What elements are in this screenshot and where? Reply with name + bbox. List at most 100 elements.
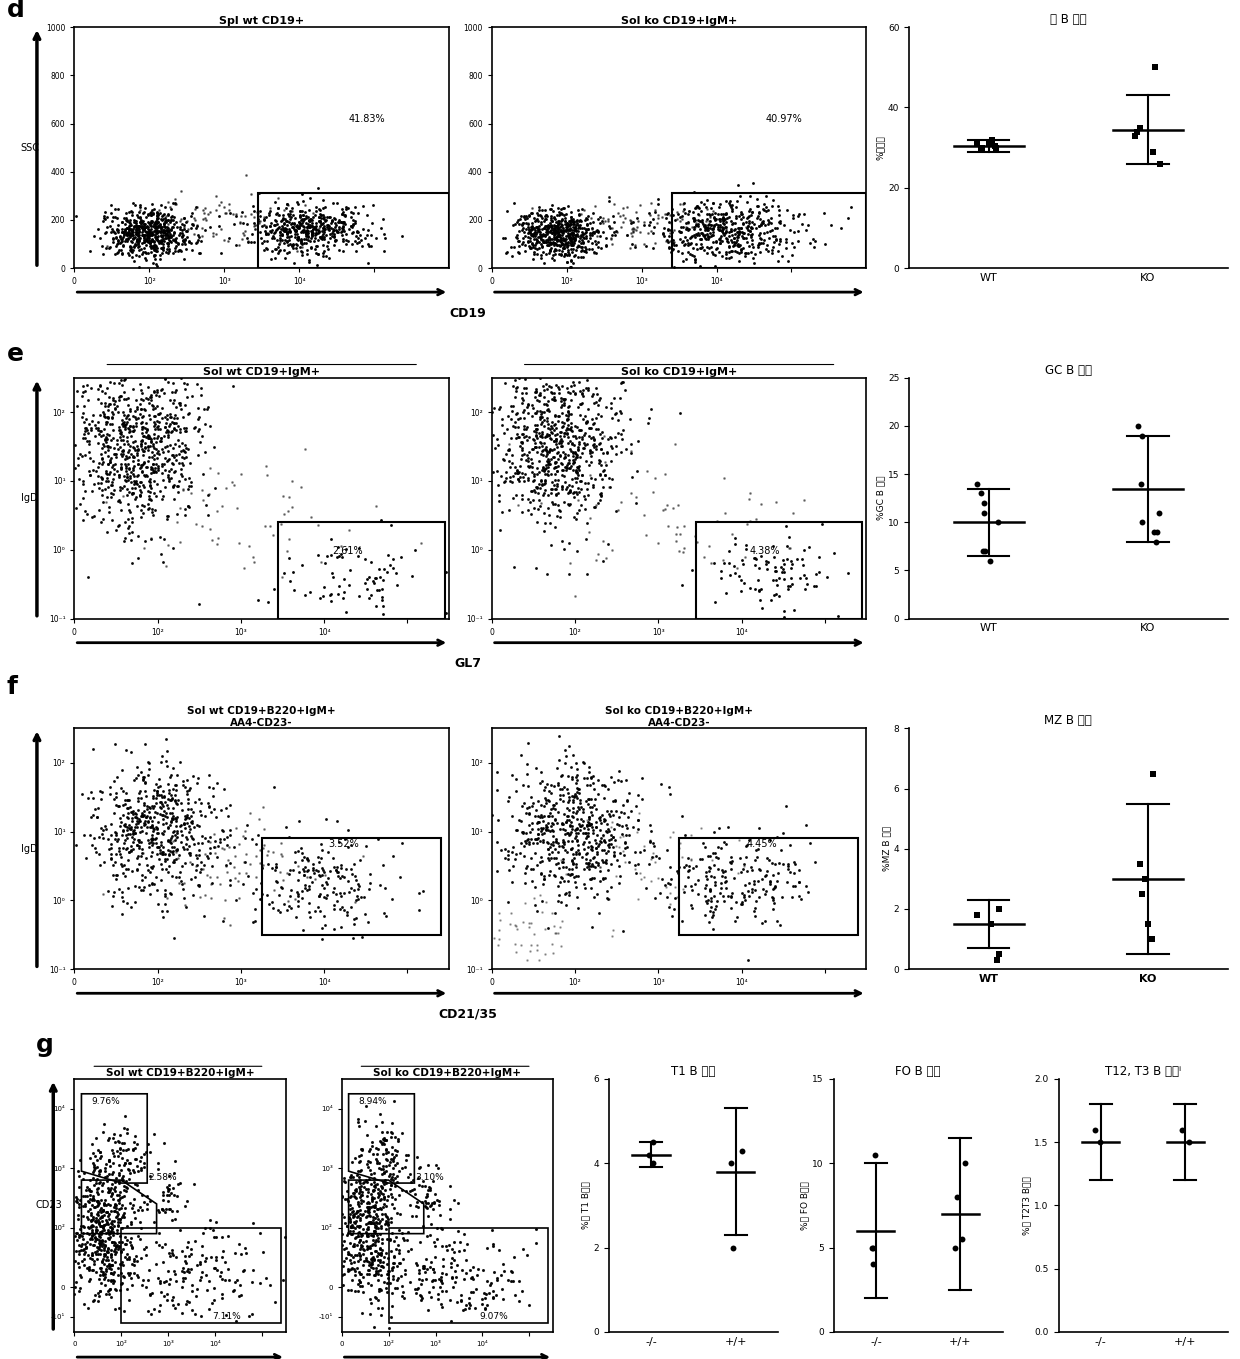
Point <box>512 462 532 484</box>
Point <box>253 215 273 236</box>
Point <box>345 1180 365 1201</box>
Point <box>667 860 687 882</box>
Point <box>1148 501 1168 523</box>
Point <box>351 230 371 251</box>
Point <box>558 414 578 436</box>
Point <box>578 788 598 810</box>
Point <box>368 1290 388 1311</box>
Point <box>159 424 179 446</box>
Point <box>138 224 157 246</box>
Point <box>381 1182 401 1204</box>
Point <box>512 488 532 510</box>
Point <box>549 724 569 746</box>
Point <box>572 465 591 487</box>
Text: 3.10%: 3.10% <box>415 1173 444 1182</box>
Point <box>100 1279 120 1301</box>
Point <box>578 379 598 401</box>
Point <box>141 230 161 251</box>
Point <box>611 824 631 845</box>
Point <box>496 847 516 868</box>
Point <box>135 772 155 794</box>
Point <box>248 202 268 224</box>
Point <box>402 1171 422 1193</box>
Point <box>482 805 502 826</box>
Point <box>443 1267 463 1288</box>
Point <box>574 858 594 879</box>
Point <box>562 768 582 790</box>
Point <box>203 1288 223 1310</box>
Point <box>120 235 140 257</box>
Point <box>609 855 629 877</box>
Point <box>749 194 769 216</box>
Point <box>560 227 580 249</box>
Point <box>377 1161 397 1182</box>
Point <box>301 507 321 529</box>
Point <box>109 419 129 440</box>
Point <box>436 561 456 583</box>
Point <box>166 794 186 815</box>
Point <box>301 222 321 243</box>
Point <box>157 232 177 254</box>
Point <box>563 790 583 811</box>
Point <box>549 211 569 232</box>
Point <box>559 245 579 266</box>
Point <box>560 212 580 234</box>
Point <box>1173 1118 1193 1140</box>
Point <box>162 412 182 434</box>
Point <box>149 385 169 406</box>
Point <box>139 758 159 780</box>
Point <box>244 231 264 253</box>
Point <box>122 425 141 447</box>
Point <box>123 837 143 859</box>
Point <box>360 1211 379 1233</box>
Point <box>119 458 139 480</box>
Point <box>507 212 527 234</box>
Point <box>428 1229 448 1250</box>
Point <box>165 446 185 467</box>
Point <box>564 506 584 527</box>
Point <box>376 1214 396 1235</box>
Point <box>529 473 549 495</box>
Point <box>162 843 182 864</box>
Point <box>562 209 582 231</box>
Point <box>112 1241 131 1263</box>
Point <box>108 1214 128 1235</box>
Point <box>102 482 122 504</box>
Point <box>330 575 350 597</box>
Point <box>151 208 171 230</box>
Point <box>143 814 162 836</box>
Point <box>766 560 786 582</box>
Point <box>188 768 208 790</box>
Point <box>720 209 740 231</box>
Point <box>518 833 538 855</box>
Point <box>547 474 567 496</box>
Point <box>100 393 120 414</box>
Point <box>520 227 539 249</box>
Point <box>274 563 294 584</box>
Point <box>560 811 580 833</box>
Point <box>356 1094 376 1116</box>
Point <box>289 211 309 232</box>
Point <box>145 239 165 261</box>
Point <box>572 211 591 232</box>
Point <box>166 815 186 837</box>
Point <box>539 375 559 397</box>
Point <box>383 1158 403 1180</box>
Point <box>407 1277 427 1299</box>
Point <box>175 504 195 526</box>
Point <box>91 1264 110 1286</box>
Point <box>703 904 723 925</box>
Point <box>162 1177 182 1199</box>
Point <box>312 864 332 886</box>
Point <box>99 461 119 482</box>
Point <box>363 1224 383 1246</box>
Point <box>268 204 288 226</box>
Point <box>680 855 699 877</box>
Point <box>539 439 559 461</box>
Point <box>125 231 145 253</box>
Point <box>606 402 626 424</box>
Point <box>100 201 120 223</box>
Point <box>310 198 330 220</box>
Point <box>541 775 560 796</box>
Point <box>715 216 735 238</box>
